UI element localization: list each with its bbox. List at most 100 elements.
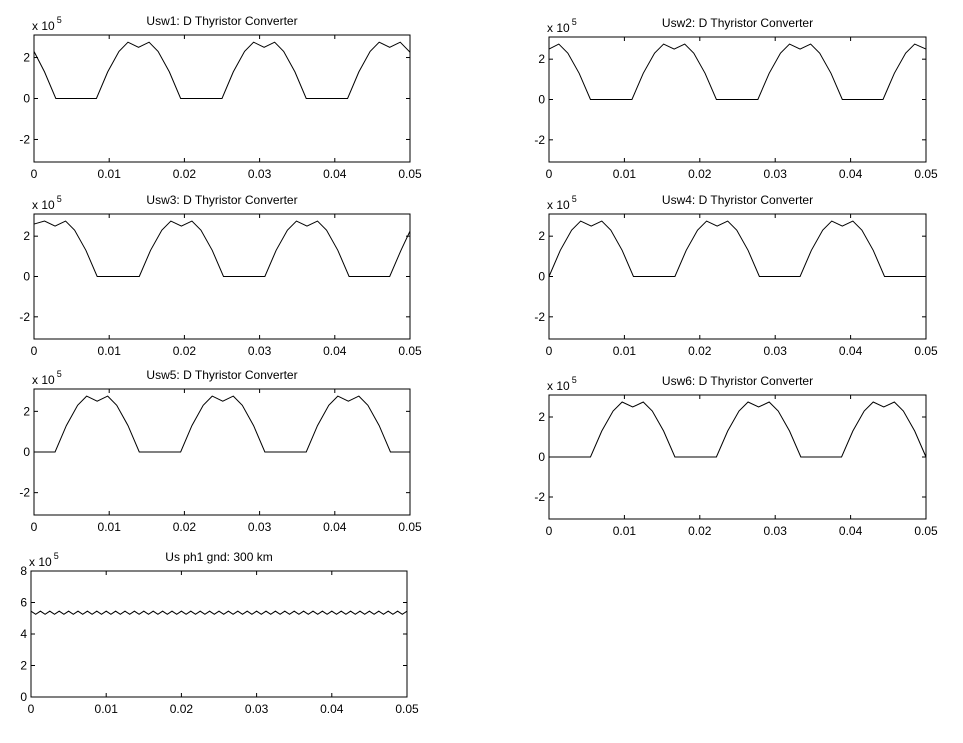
- x-tick-label: 0.02: [688, 344, 712, 358]
- y-scale-exponent: 5: [54, 551, 59, 561]
- subplot: Usw5: D Thyristor Converter x 10 5 0 0.01 0.0…: [19, 368, 422, 534]
- x-tick-label: 0.02: [688, 524, 712, 538]
- y-tick-label: 4: [20, 627, 27, 641]
- x-tick-label: 0.05: [914, 167, 938, 181]
- x-tick-label: 0: [28, 702, 35, 716]
- y-tick-label: -2: [534, 133, 545, 147]
- x-tick-label: 0.04: [323, 167, 347, 181]
- x-tick-label: 0.01: [613, 524, 637, 538]
- x-tick-label: 0.02: [173, 520, 197, 534]
- x-tick-label: 0.05: [398, 344, 422, 358]
- y-scale-label: x 10: [547, 379, 570, 393]
- x-tick-label: 0.02: [170, 702, 194, 716]
- y-scale-label: x 10: [547, 21, 570, 35]
- subplot: Usw3: D Thyristor Converter x 10 5 0 0.01 0.0…: [19, 193, 422, 358]
- y-tick-label: 8: [20, 564, 27, 578]
- x-tick-label: 0: [31, 520, 38, 534]
- y-tick-label: -2: [19, 486, 30, 500]
- y-tick-label: -2: [19, 310, 30, 324]
- chart-title: Usw5: D Thyristor Converter: [146, 368, 297, 382]
- y-tick-label: 0: [538, 93, 545, 107]
- data-line: [548, 220, 926, 277]
- subplot: Usw1: D Thyristor Converter x 10 5 0 0.01 0.0…: [19, 14, 422, 181]
- x-tick-label: 0.01: [95, 702, 119, 716]
- y-tick-label: 0: [20, 690, 27, 704]
- y-tick-label: -2: [534, 310, 545, 324]
- x-tick-label: 0.05: [395, 702, 419, 716]
- x-tick-label: 0.03: [248, 344, 272, 358]
- data-line: [549, 401, 927, 458]
- x-tick-label: 0.01: [98, 167, 122, 181]
- x-tick-label: 0.04: [839, 167, 863, 181]
- y-tick-label: 2: [538, 410, 545, 424]
- y-scale-exponent: 5: [57, 15, 62, 25]
- x-tick-label: 0.05: [914, 344, 938, 358]
- y-tick-label: 0: [23, 92, 30, 106]
- x-tick-label: 0: [546, 167, 553, 181]
- subplot: Usw2: D Thyristor Converter x 10 5 0 0.01 0.0…: [534, 16, 938, 181]
- chart-title: Usw4: D Thyristor Converter: [662, 193, 813, 207]
- x-tick-label: 0.04: [323, 520, 347, 534]
- y-scale-label: x 10: [32, 19, 55, 33]
- y-tick-label: 6: [20, 596, 27, 610]
- x-tick-label: 0.03: [245, 702, 269, 716]
- x-tick-label: 0.04: [320, 702, 344, 716]
- x-tick-label: 0.03: [248, 520, 272, 534]
- x-tick-label: 0.01: [613, 344, 637, 358]
- x-tick-label: 0.03: [764, 524, 788, 538]
- x-tick-label: 0.04: [839, 344, 863, 358]
- y-scale-label: x 10: [32, 198, 55, 212]
- chart-title: Usw1: D Thyristor Converter: [146, 14, 297, 28]
- subplot: Usw4: D Thyristor Converter x 10 5 0 0.01 0.0…: [534, 193, 938, 358]
- x-tick-label: 0: [546, 524, 553, 538]
- chart-title: Usw2: D Thyristor Converter: [662, 16, 813, 30]
- x-tick-label: 0.05: [398, 167, 422, 181]
- chart-title: Usw6: D Thyristor Converter: [662, 374, 813, 388]
- x-tick-label: 0.03: [248, 167, 272, 181]
- y-tick-label: -2: [534, 490, 545, 504]
- y-tick-label: 2: [23, 404, 30, 418]
- x-tick-label: 0.04: [839, 524, 863, 538]
- y-tick-label: 0: [23, 445, 30, 459]
- x-tick-label: 0.02: [173, 167, 197, 181]
- y-tick-label: 2: [23, 229, 30, 243]
- y-scale-exponent: 5: [57, 369, 62, 379]
- x-tick-label: 0: [546, 344, 553, 358]
- y-scale-exponent: 5: [572, 194, 577, 204]
- plot-area: [33, 388, 411, 516]
- y-scale-label: x 10: [29, 555, 52, 569]
- y-scale-label: x 10: [547, 198, 570, 212]
- y-tick-label: 0: [23, 270, 30, 284]
- x-tick-label: 0: [31, 167, 38, 181]
- x-tick-label: 0.04: [323, 344, 347, 358]
- subplot: Us ph1 gnd: 300 km x 10 5 0 0.01 0.02 0.03 0.04…: [20, 550, 419, 716]
- y-tick-label: 2: [23, 51, 30, 65]
- x-tick-label: 0: [31, 344, 38, 358]
- x-tick-label: 0.03: [764, 344, 788, 358]
- subplot: Usw6: D Thyristor Converter x 10 5 0 0.01 0.0…: [534, 374, 938, 538]
- y-tick-label: 2: [20, 659, 27, 673]
- data-line: [548, 43, 927, 100]
- data-line: [33, 220, 411, 277]
- x-tick-label: 0.05: [914, 524, 938, 538]
- y-tick-label: 0: [538, 450, 545, 464]
- y-tick-label: 2: [538, 229, 545, 243]
- x-tick-label: 0.01: [613, 167, 637, 181]
- chart-title: Us ph1 gnd: 300 km: [165, 550, 272, 564]
- x-tick-label: 0.02: [173, 344, 197, 358]
- x-tick-label: 0.02: [688, 167, 712, 181]
- plot-area: [548, 394, 927, 520]
- y-tick-label: 2: [538, 52, 545, 66]
- data-line: [33, 41, 411, 99]
- x-tick-label: 0.03: [764, 167, 788, 181]
- plot-area: [548, 213, 927, 340]
- y-scale-exponent: 5: [572, 375, 577, 385]
- chart-title: Usw3: D Thyristor Converter: [146, 193, 297, 207]
- plot-area: [30, 570, 408, 698]
- y-tick-label: 0: [538, 270, 545, 284]
- data-line: [30, 610, 408, 615]
- data-line: [34, 395, 410, 453]
- y-scale-label: x 10: [32, 373, 55, 387]
